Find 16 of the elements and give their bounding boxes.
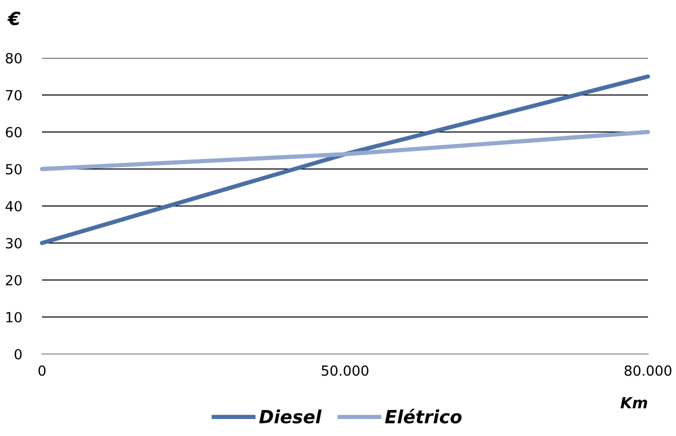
x-tick-label: 50.000 bbox=[322, 365, 368, 376]
y-tick-label: 50 bbox=[6, 164, 22, 174]
y-tick-label: 0 bbox=[14, 348, 22, 360]
legend-label: Elétrico bbox=[385, 408, 462, 424]
x-tick-label: 80.000 bbox=[624, 365, 672, 376]
y-tick-label: 70 bbox=[6, 90, 22, 100]
x-axis-title: Km bbox=[620, 397, 648, 408]
y-tick-label: 60 bbox=[6, 126, 22, 138]
y-tick-label: 80 bbox=[6, 52, 22, 64]
y-tick-label: 30 bbox=[6, 238, 22, 248]
y-tick-label: 40 bbox=[6, 200, 22, 212]
x-tick-label: 0 bbox=[38, 365, 46, 376]
legend-label: Diesel bbox=[259, 410, 322, 424]
y-axis-title: € bbox=[7, 12, 20, 26]
y-tick-label: 20 bbox=[6, 274, 22, 286]
y-tick-label: 10 bbox=[6, 312, 22, 322]
